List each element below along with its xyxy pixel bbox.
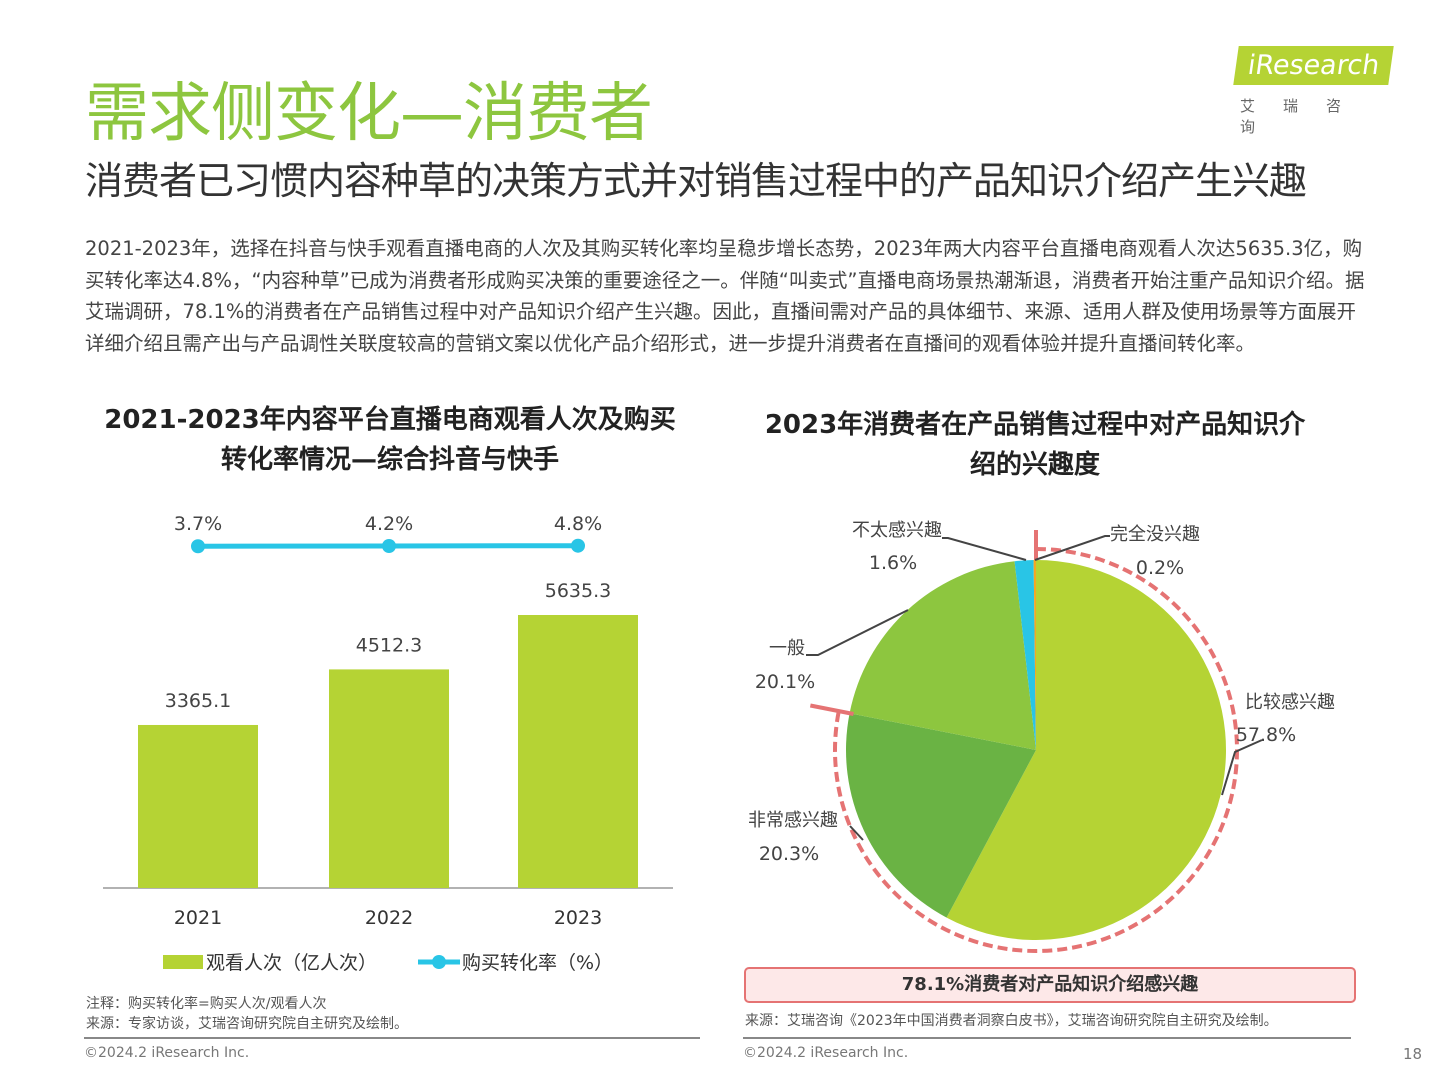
line-label: 4.2% xyxy=(365,513,413,535)
divider-right xyxy=(743,1037,1351,1039)
pie-chart-title: 2023年消费者在产品销售过程中对产品知识介绍的兴趣度 xyxy=(764,410,1306,480)
x-tick-label: 2021 xyxy=(174,907,222,929)
leader-line xyxy=(849,825,864,841)
leader-line xyxy=(942,537,1027,561)
line-label: 3.7% xyxy=(174,513,222,535)
pie-value: 20.3% xyxy=(759,843,819,865)
legend-swatch-bar xyxy=(163,955,203,969)
pie-label: 比较感兴趣 xyxy=(1245,692,1335,713)
source-left: 来源：专家访谈，艾瑞咨询研究院自主研究及绘制。 xyxy=(86,1016,408,1032)
pie-slice-4 xyxy=(1033,560,1036,750)
pie-value: 1.6% xyxy=(869,552,917,574)
highlight-edge-end xyxy=(809,703,854,716)
divider-left xyxy=(84,1037,700,1039)
page-title: 需求侧变化—消费者 xyxy=(85,77,653,151)
bar-2022 xyxy=(329,669,449,888)
bar-chart-title: 2021-2023年内容平台直播电商观看人次及购买转化率情况—综合抖音与快手 xyxy=(104,405,676,475)
summary-paragraph: 2021-2023年，选择在抖音与快手观看直播电商的人次及其购买转化率均呈稳步增… xyxy=(85,237,1365,355)
pie-value: 0.2% xyxy=(1136,557,1184,579)
pie-slice-0 xyxy=(946,560,1227,941)
iresearch-logo: iResearch 艾瑞咨询 xyxy=(1233,46,1401,137)
highlight-arc xyxy=(833,547,1239,953)
copyright-right: ©2024.2 iResearch Inc. xyxy=(743,1045,909,1061)
pie-value: 20.1% xyxy=(755,671,815,693)
pie-value: 57.8% xyxy=(1236,724,1296,746)
legend-label-bar: 观看人次（亿人次） xyxy=(206,952,377,974)
legend-label-line: 购买转化率（%） xyxy=(462,952,613,974)
note-text: 注释：购买转化率=购买人次/观看人次 xyxy=(86,996,327,1012)
bar-2023 xyxy=(518,615,638,888)
pie-slice-1 xyxy=(845,713,1036,918)
source-right: 来源：艾瑞咨询《2023年中国消费者洞察白皮书》，艾瑞咨询研究院自主研究及绘制。 xyxy=(745,1013,1278,1029)
pie-label: 完全没兴趣 xyxy=(1110,524,1200,545)
line-label: 4.8% xyxy=(554,513,602,535)
leader-line xyxy=(1221,739,1263,796)
legend-marker-line xyxy=(432,955,446,969)
pie-label: 非常感兴趣 xyxy=(748,810,838,831)
pie-slice-3 xyxy=(1014,560,1036,750)
line-point-2023 xyxy=(571,538,585,553)
bar-label: 5635.3 xyxy=(545,580,611,602)
logo-cn: 艾瑞咨询 xyxy=(1240,97,1370,136)
bar-2021 xyxy=(138,724,258,888)
x-tick-label: 2023 xyxy=(554,907,602,929)
pie-label: 一般 xyxy=(769,638,805,659)
line-point-2021 xyxy=(191,539,205,554)
leader-line xyxy=(1034,535,1110,561)
copyright-left: ©2024.2 iResearch Inc. xyxy=(84,1045,250,1061)
pie-label: 不太感兴趣 xyxy=(852,520,942,541)
line-point-2022 xyxy=(382,539,396,553)
bar-label: 4512.3 xyxy=(356,634,422,656)
leader-line xyxy=(806,609,909,656)
x-tick-label: 2022 xyxy=(365,907,413,929)
pie-slice-2 xyxy=(849,561,1036,750)
page-subtitle: 消费者已习惯内容种草的决策方式并对销售过程中的产品知识介绍产生兴趣 xyxy=(85,159,1307,203)
bar-label: 3365.1 xyxy=(165,690,231,712)
page-number: 18 xyxy=(1403,1045,1423,1063)
pie-callout: 78.1%消费者对产品知识介绍感兴趣 xyxy=(744,967,1356,1003)
